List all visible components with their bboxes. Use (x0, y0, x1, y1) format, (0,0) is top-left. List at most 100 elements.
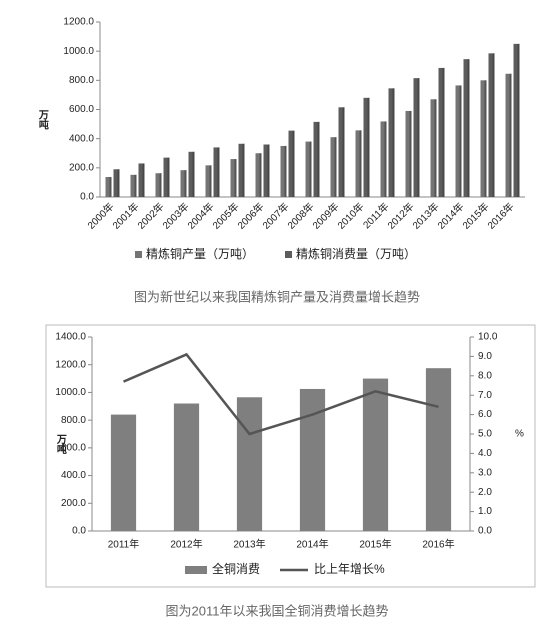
y-tick-label: 0.0 (72, 526, 86, 537)
line (123, 352, 439, 436)
bar-shade (484, 80, 487, 197)
bar-shade (259, 153, 262, 197)
x-tick-label: 2012年 (384, 200, 416, 232)
x-tick-label: 2006年 (234, 200, 266, 232)
bar (130, 174, 137, 197)
x-tick-label: 2002年 (134, 200, 166, 232)
y-tick-label: 1400.0 (55, 332, 86, 343)
bar (388, 88, 395, 197)
bar-shade (242, 143, 245, 197)
x-tick-label: 2014年 (434, 200, 466, 232)
bar (338, 107, 345, 197)
x-tick-label: 2009年 (309, 200, 341, 232)
legend-label: 全铜消费 (212, 561, 260, 576)
bar-shade (409, 110, 412, 197)
bar (405, 110, 412, 197)
bar (163, 157, 170, 197)
x-tick-label: 2008年 (284, 200, 316, 232)
bar (438, 67, 445, 197)
y2-tick-label: 0.0 (478, 526, 492, 537)
bar-shade (192, 151, 195, 197)
bar (180, 170, 187, 197)
y-tick-label: 400.0 (69, 133, 94, 144)
bar (213, 147, 220, 197)
y-axis-label: 万吨 (54, 434, 67, 455)
bar (430, 99, 437, 197)
bar-shade (117, 169, 120, 197)
y2-tick-label: 9.0 (478, 351, 492, 362)
bar (488, 53, 495, 197)
bar-shade (234, 159, 237, 197)
bar-shade (517, 43, 520, 197)
bar (236, 397, 263, 531)
y2-tick-label: 4.0 (478, 448, 492, 459)
bar-shade (134, 174, 137, 197)
caption: 图为新世纪以来我国精炼铜产量及消费量增长趋势 (134, 289, 420, 304)
bar (280, 145, 287, 197)
x-tick-label: 2003年 (159, 200, 191, 232)
bar (463, 59, 470, 197)
x-tick-label: 2011年 (108, 538, 140, 551)
y-tick-label: 200.0 (61, 498, 86, 509)
y-axis-label: 万吨 (36, 109, 49, 130)
bar-shade (392, 88, 395, 197)
y2-tick-label: 3.0 (478, 467, 492, 478)
bar-shade (359, 130, 362, 197)
y2-tick-label: 1.0 (478, 506, 492, 517)
x-tick-label: 2015年 (359, 538, 391, 551)
bar-shade (267, 144, 270, 197)
y2-tick-label: 10.0 (478, 332, 498, 343)
bar (105, 177, 112, 197)
caption: 图为2011年以来我国全铜消费增长趋势 (166, 603, 389, 618)
y-tick-label: 1000.0 (55, 387, 86, 398)
y-tick-label: 800.0 (61, 415, 86, 426)
y2-tick-label: 6.0 (478, 409, 492, 420)
bar-shade (417, 78, 420, 197)
y2-tick-label: 2.0 (478, 487, 492, 498)
legend-swatch (285, 251, 292, 258)
bar (480, 80, 487, 197)
x-tick-label: 2015年 (459, 200, 491, 232)
legend-label: 精炼铜产量（万吨） (146, 246, 254, 261)
bar (513, 43, 520, 197)
bar-shade (459, 85, 462, 197)
bar (255, 153, 262, 197)
y2-axis-label: % (515, 429, 524, 440)
x-tick-label: 2012年 (170, 538, 202, 551)
y-tick-label: 600.0 (61, 442, 86, 453)
legend-swatch (135, 251, 142, 258)
legend-swatch (185, 566, 207, 574)
bar-shade (284, 145, 287, 197)
x-tick-label: 2000年 (84, 200, 116, 232)
bar (455, 85, 462, 197)
bar-shade (292, 130, 295, 197)
bar-shade (209, 165, 212, 197)
bar-shade (142, 163, 145, 197)
bar (425, 368, 452, 531)
bar-shade (334, 137, 337, 197)
bar-shade (367, 97, 370, 197)
y-tick-label: 0.0 (80, 192, 94, 203)
chart-frame (45, 324, 536, 588)
bar-shade (309, 141, 312, 197)
bar (313, 121, 320, 197)
bar (305, 141, 312, 197)
y-tick-label: 200.0 (69, 162, 94, 173)
legend-label: 精炼铜消费量（万吨） (296, 246, 416, 261)
x-tick-label: 2005年 (209, 200, 241, 232)
bar (355, 130, 362, 197)
x-tick-label: 2001年 (109, 200, 141, 232)
bar (205, 165, 212, 197)
bar (113, 169, 120, 197)
x-tick-label: 2016年 (422, 538, 454, 551)
bar (155, 173, 162, 197)
bar (188, 151, 195, 197)
bar (263, 144, 270, 197)
bar (413, 78, 420, 197)
bar-shade (317, 121, 320, 197)
bar (138, 163, 145, 197)
y-tick-label: 1000.0 (63, 46, 94, 57)
y2-tick-label: 8.0 (478, 370, 492, 381)
x-tick-label: 2013年 (409, 200, 441, 232)
y-tick-label: 1200.0 (55, 359, 86, 370)
